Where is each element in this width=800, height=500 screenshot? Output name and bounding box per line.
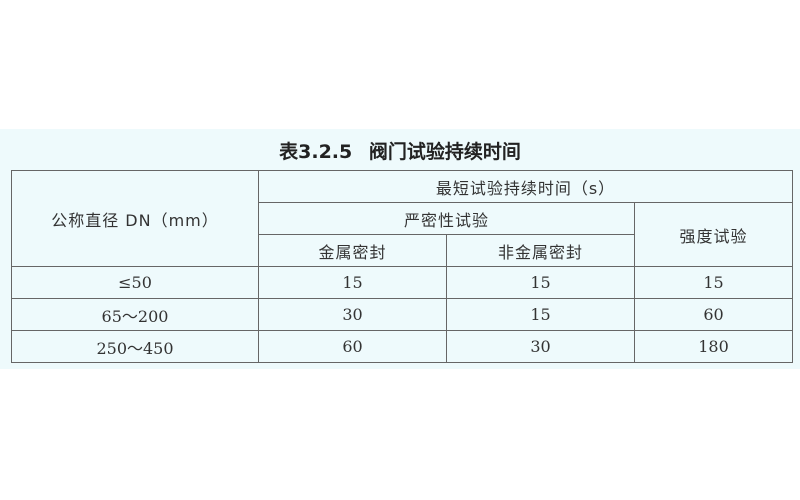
- cell-metal: 30: [258, 298, 447, 331]
- cell-dn: 250～450: [11, 330, 259, 363]
- header-dn: 公称直径 DN（mm）: [11, 170, 259, 267]
- cell-nonmetal: 30: [446, 330, 635, 363]
- cell-strength: 15: [633, 266, 794, 299]
- header-tightness: 严密性试验: [258, 202, 635, 235]
- table-row: ≤50 15 15 15: [11, 266, 794, 299]
- table-row: 250～450 60 30 180: [11, 330, 794, 363]
- header-min-time: 最短试验持续时间（s）: [257, 170, 794, 203]
- cell-nonmetal: 15: [446, 298, 635, 331]
- valve-test-duration-table: 公称直径 DN（mm） 最短试验持续时间（s） 严密性试验 强度试验 金属密封 …: [11, 170, 794, 363]
- table-row: 65～200 30 15 60: [11, 298, 794, 331]
- header-metal-seal: 金属密封: [258, 234, 447, 267]
- header-strength: 强度试验: [633, 202, 794, 267]
- header-nonmetal-seal: 非金属密封: [446, 234, 635, 267]
- table-title: 表3.2.5 阀门试验持续时间: [279, 141, 521, 163]
- cell-dn: 65～200: [11, 298, 259, 331]
- cell-nonmetal: 15: [446, 266, 635, 299]
- cell-metal: 15: [258, 266, 447, 299]
- cell-metal: 60: [258, 330, 447, 363]
- cell-dn: ≤50: [11, 266, 259, 299]
- cell-strength: 180: [633, 330, 794, 363]
- cell-strength: 60: [633, 298, 794, 331]
